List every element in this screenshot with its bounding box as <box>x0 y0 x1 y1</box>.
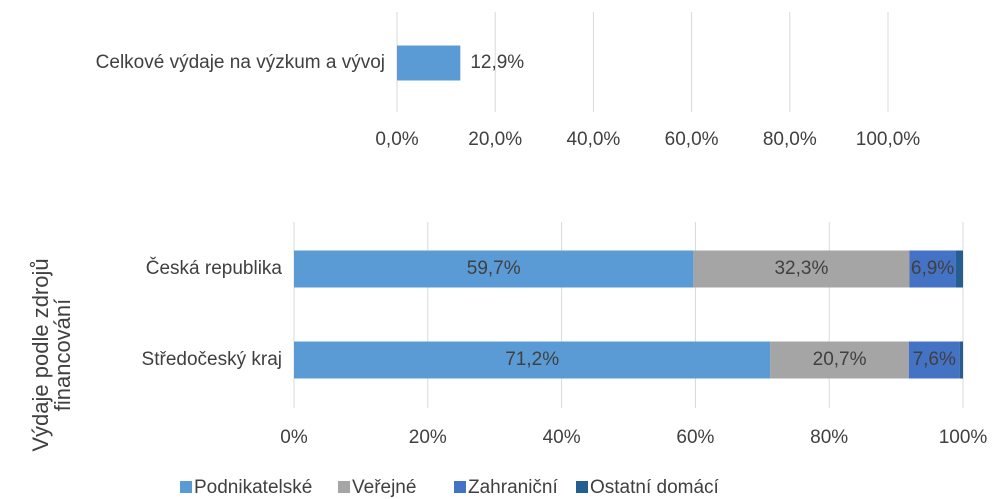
x-tick-label: 0% <box>280 427 308 448</box>
category-label: Celkové výdaje na výzkum a vývoj <box>96 52 385 73</box>
bar-segment <box>294 341 771 379</box>
x-tick-label: 60% <box>676 427 714 448</box>
x-tick-label: 100,0% <box>856 129 921 150</box>
x-tick-label: 20,0% <box>468 129 522 150</box>
bar-segment <box>959 341 963 379</box>
x-tick-label: 40,0% <box>566 129 620 150</box>
bar <box>397 45 461 81</box>
legend-swatch <box>454 481 466 493</box>
x-tick-label: 100% <box>939 427 988 448</box>
data-label: 12,9% <box>470 52 524 73</box>
data-label: 7,6% <box>913 349 956 370</box>
legend-label: Veřejné <box>352 477 416 498</box>
legend-swatch <box>576 481 588 493</box>
bar-segment <box>908 341 960 379</box>
bar-segment <box>770 341 909 379</box>
x-tick-label: 0,0% <box>375 129 418 150</box>
y-axis-label: financování <box>50 299 75 412</box>
category-label: Česká republika <box>146 257 283 279</box>
data-label: 20,7% <box>813 349 867 370</box>
bar-segment <box>693 250 910 288</box>
x-tick-label: 80% <box>810 427 848 448</box>
x-tick-label: 60,0% <box>665 129 719 150</box>
data-label: 59,7% <box>467 258 521 279</box>
category-label: Středočeský kraj <box>142 349 282 370</box>
legend-swatch <box>338 481 350 493</box>
data-label: 32,3% <box>774 258 828 279</box>
x-tick-label: 40% <box>543 427 581 448</box>
data-label: 71,2% <box>505 349 559 370</box>
legend-label: Ostatní domácí <box>590 477 720 498</box>
legend-label: Zahraniční <box>468 477 558 498</box>
bar-segment <box>955 250 963 288</box>
x-tick-label: 80,0% <box>763 129 817 150</box>
data-label: 6,9% <box>911 258 954 279</box>
x-tick-label: 20% <box>409 427 447 448</box>
bar-segment <box>294 250 694 288</box>
legend-label: Podnikatelské <box>194 477 312 498</box>
bar-segment <box>909 250 956 288</box>
y-axis-label: Výdaje podle zdrojů <box>28 258 53 451</box>
legend-swatch <box>180 481 192 493</box>
